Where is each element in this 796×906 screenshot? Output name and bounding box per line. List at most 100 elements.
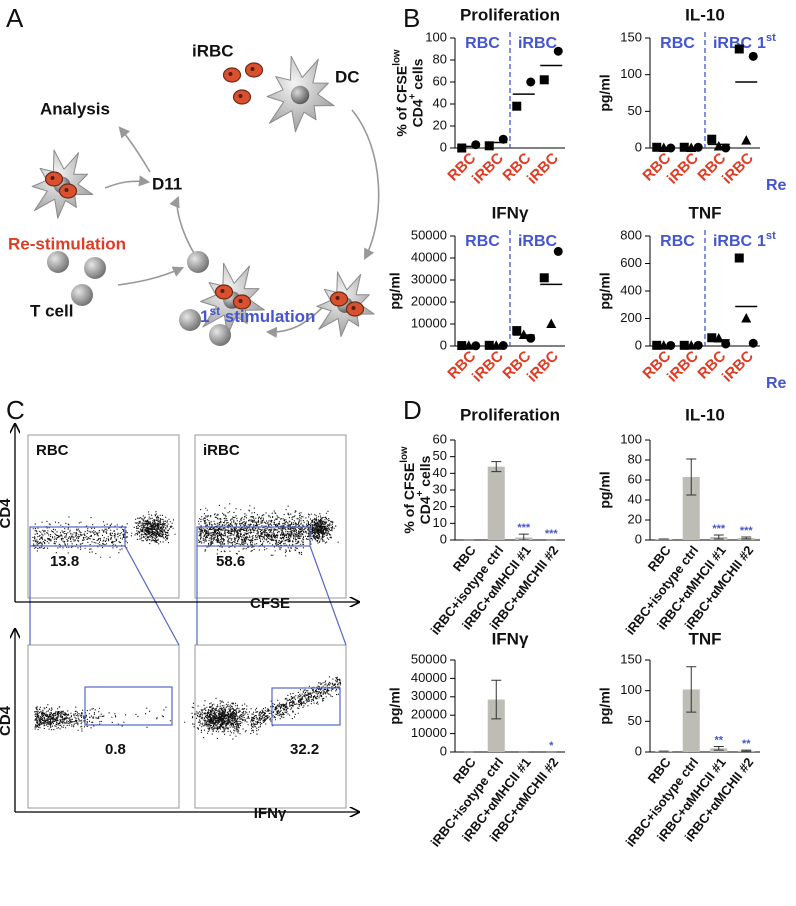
gate xyxy=(271,687,341,726)
data-point xyxy=(498,134,508,144)
superscript: st xyxy=(766,230,776,242)
data-point xyxy=(539,75,549,85)
y-tick-label: 40 xyxy=(433,95,447,110)
diagram-label: Analysis xyxy=(40,99,110,118)
y-tick-label: 10000 xyxy=(411,725,447,740)
flow-plot-frame xyxy=(194,644,347,809)
data-point xyxy=(707,333,717,343)
group-label: iRBC xyxy=(518,35,558,52)
stimulation-label: 1st xyxy=(757,230,776,250)
data-point xyxy=(734,44,744,54)
data-point xyxy=(734,253,744,263)
text-part: cells xyxy=(417,455,433,490)
restimulation-label: Re xyxy=(766,375,787,392)
plot-title: RBC xyxy=(36,442,69,459)
gate-percent: 13.8 xyxy=(50,553,79,570)
significance: * xyxy=(549,740,554,752)
y-tick-label: 10 xyxy=(433,515,447,530)
text-part: stimulation xyxy=(220,307,315,326)
y-tick-label: 0 xyxy=(440,139,447,154)
text-part: pg/ml xyxy=(596,272,612,309)
y-tick-label: 30000 xyxy=(411,271,447,286)
chart-title: Proliferation xyxy=(460,5,560,24)
y-tick-label: 20 xyxy=(433,117,447,132)
data-point xyxy=(741,135,752,145)
y-tick-label: 400 xyxy=(620,282,642,297)
x-tick-label: iRBC xyxy=(664,150,702,188)
bar xyxy=(682,689,700,752)
y-tick-label: 40 xyxy=(628,491,642,506)
t-cell xyxy=(47,251,69,273)
chart-title: IFNγ xyxy=(492,629,529,648)
data-point xyxy=(546,318,557,328)
y-tick-label: 20 xyxy=(628,511,642,526)
significance: *** xyxy=(712,523,726,535)
y-tick-label: 200 xyxy=(620,310,642,325)
bar xyxy=(682,477,700,540)
y-tick-label: 100 xyxy=(620,431,642,446)
group-label: iRBC xyxy=(713,35,753,52)
gate xyxy=(84,686,173,726)
data-point xyxy=(748,51,758,61)
y-tick-label: 30000 xyxy=(411,688,447,703)
chart-title: TNF xyxy=(688,203,721,222)
parasite xyxy=(50,176,55,180)
y-tick-label: 60 xyxy=(433,431,447,446)
superscript: + xyxy=(407,93,418,99)
parasite xyxy=(220,289,225,293)
flow-plot-frame xyxy=(27,434,180,599)
error-bar xyxy=(686,666,697,713)
data-point xyxy=(457,143,467,153)
parasite xyxy=(228,72,233,76)
superscript: st xyxy=(209,304,220,318)
restimulation-label: Re xyxy=(766,177,787,194)
gate-connector xyxy=(124,545,180,646)
y-axis-label: pg/ml xyxy=(386,687,402,724)
gate xyxy=(29,526,126,547)
diagram-label: iRBC xyxy=(192,41,234,60)
y-tick-label: 80 xyxy=(433,51,447,66)
significance: ** xyxy=(742,738,751,750)
superscript: low xyxy=(399,446,410,463)
y-tick-label: 0 xyxy=(635,139,642,154)
stimulation-label: 1st xyxy=(757,32,776,52)
arrow xyxy=(118,126,151,173)
significance: *** xyxy=(545,528,559,540)
chart-title: IFNγ xyxy=(492,203,529,222)
y-tick-label: 40000 xyxy=(411,249,447,264)
y-tick-label: 80 xyxy=(628,451,642,466)
y-tick-label: 10000 xyxy=(411,315,447,330)
parasite xyxy=(64,188,69,192)
chart-title: Proliferation xyxy=(460,405,560,424)
y-axis-label: CD4+ cells xyxy=(407,58,425,127)
axis-label: CD4 xyxy=(0,498,14,529)
data-point xyxy=(721,339,731,349)
y-tick-label: 100 xyxy=(620,682,642,697)
group-label: RBC xyxy=(660,35,695,52)
y-tick-label: 40000 xyxy=(411,670,447,685)
error-bar xyxy=(741,749,752,752)
diagram-arrows xyxy=(104,109,380,338)
y-axis-label: pg/ml xyxy=(596,687,612,724)
significance: *** xyxy=(740,525,754,537)
y-tick-label: 60 xyxy=(628,471,642,486)
diagram-label: T cell xyxy=(30,301,73,320)
arrow xyxy=(351,109,380,260)
cell-events xyxy=(34,704,171,732)
chart-title: IL-10 xyxy=(685,5,725,24)
parasite xyxy=(238,299,243,303)
bar xyxy=(487,466,505,540)
text-part: 1 xyxy=(757,35,766,52)
data-point xyxy=(526,333,536,343)
parasite xyxy=(250,67,255,71)
error-bar xyxy=(741,536,752,540)
y-tick-label: 100 xyxy=(620,66,642,81)
superscript: low xyxy=(391,49,402,66)
gate-percent: 0.8 xyxy=(105,741,126,758)
error-bar xyxy=(518,533,529,541)
gate-connector xyxy=(309,545,347,646)
t-cell xyxy=(209,324,231,346)
y-tick-label: 0 xyxy=(635,531,642,546)
significance: *** xyxy=(517,522,531,534)
